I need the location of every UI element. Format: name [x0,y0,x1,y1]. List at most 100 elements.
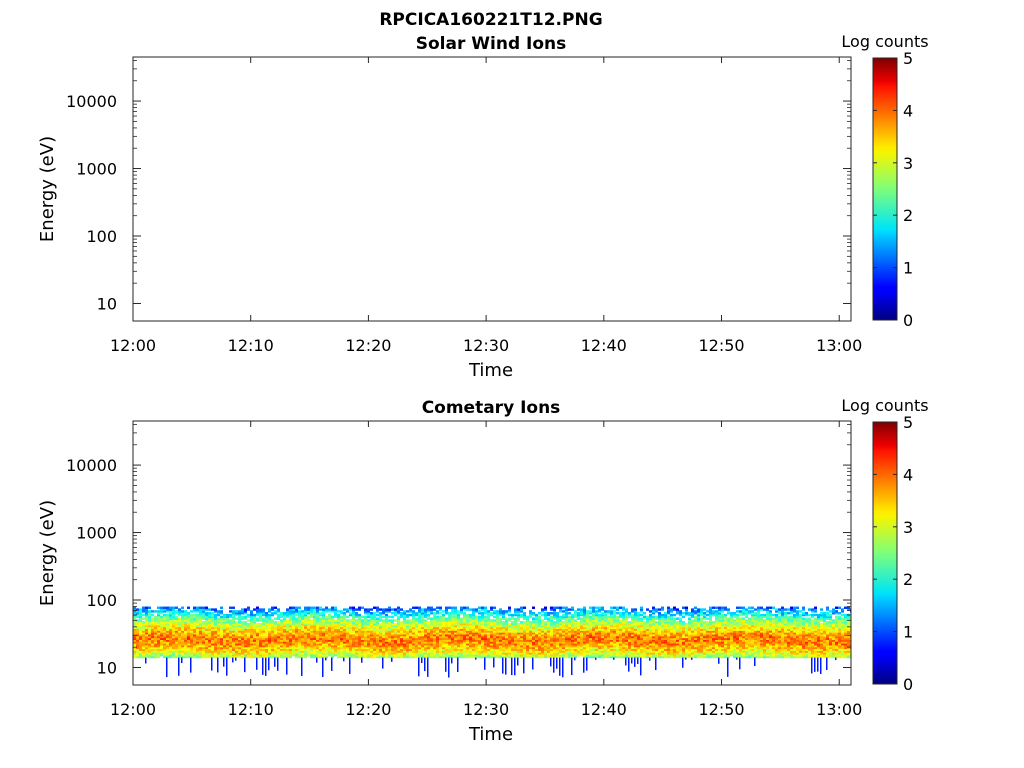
heatmap-cell [523,624,526,628]
heatmap-cell [169,633,172,637]
heatmap-cell [484,653,487,657]
x-tick-label: 12:30 [463,336,509,355]
heatmap-cell [367,641,370,644]
heatmap-cell [655,643,658,646]
heatmap-cell [466,633,469,637]
heatmap-cell [139,635,142,639]
heatmap-cell [244,621,247,624]
heatmap-cell [568,635,571,639]
heatmap-cell [196,646,199,650]
heatmap-cell [556,612,559,615]
heatmap-cell [181,628,184,631]
heatmap-cell [505,619,508,622]
heatmap-cell [541,648,544,651]
heatmap-cell [181,617,184,620]
heatmap-cell [304,612,307,615]
heatmap-cell [457,632,460,635]
heatmap-cell [463,653,466,657]
heatmap-cell [400,643,403,646]
heatmap-cell [472,610,475,613]
heatmap-cell [679,652,682,655]
heatmap-cell [511,630,514,633]
heatmap-cell [685,648,688,651]
heatmap-cell [466,613,469,617]
heatmap-cell [337,632,340,635]
heatmap-cell [655,655,658,659]
heatmap-cell [490,622,493,626]
heatmap-cell [556,632,559,635]
heatmap-cell [199,633,202,637]
heatmap-cell [595,641,598,644]
heatmap-cell [277,643,280,646]
heatmap-cell [625,621,628,624]
heatmap-cell [451,610,454,613]
heatmap-cell [544,632,547,635]
heatmap-cell [133,639,136,642]
heatmap-cell [319,621,322,624]
heatmap-cell [274,606,277,609]
heatmap-cell [382,643,385,646]
heatmap-cell [475,641,478,644]
heatmap-cell [625,637,628,640]
heatmap-cell [319,632,322,635]
heatmap-cell [454,626,457,630]
heatmap-cell [580,644,583,648]
heatmap-cell [259,655,262,659]
heatmap-cell [328,617,331,620]
heatmap-cell [589,626,592,630]
heatmap-cell [211,613,214,617]
heatmap-cell [427,635,430,639]
heatmap-cell [688,639,691,642]
heatmap-cell [232,621,235,624]
heatmap-cell [253,632,256,635]
heatmap-cell [184,644,187,648]
heatmap-cell [532,619,535,622]
heatmap-cell [298,624,301,628]
heatmap-cell [685,643,688,646]
heatmap-cell [562,624,565,628]
heatmap-cell [394,630,397,633]
heatmap-cell [199,635,202,639]
heatmap-cell [469,622,472,626]
heatmap-cell [160,653,163,657]
heatmap-cell [664,619,667,622]
heatmap-cell [298,648,301,651]
heatmap-cell [292,608,295,611]
heatmap-cell [523,639,526,642]
heatmap-cell [283,643,286,646]
heatmap-cell [553,635,556,639]
heatmap-cell [160,617,163,620]
heatmap-cell [550,633,553,637]
heatmap-cell [340,621,343,624]
heatmap-cell [529,646,532,650]
heatmap-cell [562,633,565,637]
heatmap-cell [571,655,574,659]
heatmap-cell [355,646,358,650]
heatmap-cell [658,621,661,624]
heatmap-cell [394,637,397,640]
heatmap-cell [247,619,250,622]
heatmap-cell [181,644,184,648]
heatmap-cell [652,615,655,619]
heatmap-cell [409,610,412,613]
heatmap-cell [592,655,595,659]
heatmap-cell [688,626,691,630]
heatmap-cell [538,628,541,631]
heatmap-cell [439,639,442,642]
heatmap-cell [526,644,529,648]
heatmap-cell [436,644,439,648]
heatmap-cell [511,637,514,640]
heatmap-cell [532,628,535,631]
heatmap-cell [538,626,541,630]
heatmap-cell [262,632,265,635]
heatmap-cell [607,619,610,622]
heatmap-cell [502,639,505,642]
heatmap-cell [253,646,256,650]
heatmap-cell [286,615,289,619]
heatmap-cell [301,610,304,613]
heatmap-cell [352,646,355,650]
heatmap-cell [142,637,145,640]
heatmap-cell [187,612,190,615]
heatmap-cell [403,622,406,626]
heatmap-cell [199,655,202,659]
